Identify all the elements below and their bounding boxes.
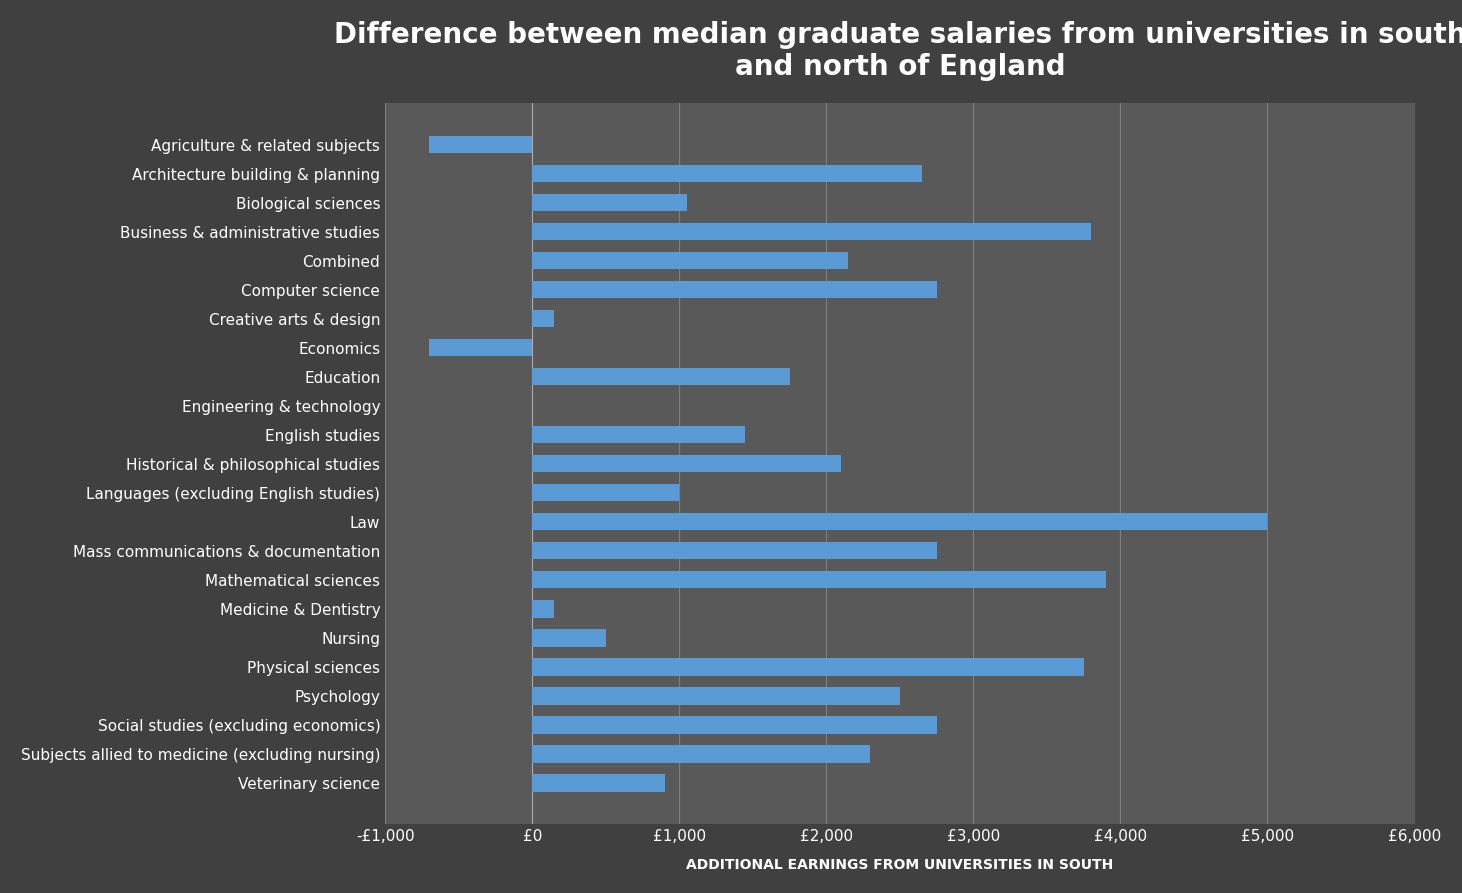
Bar (532, 658, 1083, 675)
Bar (532, 368, 789, 386)
Bar (532, 716, 937, 733)
Bar (532, 600, 554, 618)
Bar (532, 426, 746, 444)
Bar (532, 194, 687, 212)
Bar (532, 484, 680, 502)
Title: Difference between median graduate salaries from universities in south
and north: Difference between median graduate salar… (333, 21, 1462, 81)
Bar (532, 252, 848, 270)
X-axis label: ADDITIONAL EARNINGS FROM UNIVERSITIES IN SOUTH: ADDITIONAL EARNINGS FROM UNIVERSITIES IN… (686, 858, 1114, 872)
Bar (532, 513, 1268, 530)
Bar (532, 572, 1105, 588)
Bar (532, 281, 937, 298)
Bar (532, 455, 841, 472)
Bar (430, 339, 532, 356)
Bar (532, 310, 554, 328)
Bar (532, 165, 923, 182)
Bar (532, 630, 605, 647)
Bar (430, 136, 532, 154)
Bar (532, 542, 937, 560)
Bar (532, 774, 665, 791)
Bar (532, 745, 870, 763)
Bar (532, 223, 1091, 240)
Bar (532, 687, 901, 705)
